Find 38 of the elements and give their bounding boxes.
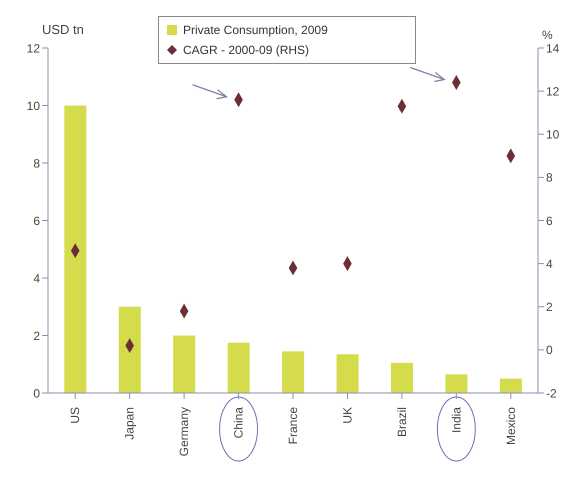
bar — [500, 378, 522, 393]
bar — [118, 306, 141, 393]
y2-tick-label: 2 — [546, 300, 553, 314]
y2-tick-label: -2 — [546, 386, 557, 400]
y2-tick-label: 8 — [546, 170, 553, 185]
x-tick-label: US — [68, 407, 82, 424]
legend-label: CAGR - 2000-09 (RHS) — [183, 42, 310, 59]
y-tick-label: 2 — [33, 328, 40, 343]
y-tick-label: 6 — [33, 214, 40, 228]
x-tick-label: France — [286, 406, 300, 444]
bar — [445, 374, 468, 393]
y-tick-label: 0 — [33, 386, 40, 400]
y-axis-title: USD tn — [42, 22, 84, 37]
y-tick-label: 12 — [26, 41, 40, 56]
y-tick-label: 10 — [26, 98, 40, 113]
y-tick-label: 4 — [33, 271, 40, 286]
y-tick-label: 8 — [33, 156, 40, 170]
x-tick-label: UK — [340, 407, 354, 424]
x-tick-label: China — [232, 406, 246, 438]
bar — [64, 106, 86, 393]
x-tick-label: Mexico — [504, 406, 518, 446]
y2-tick-label: 10 — [546, 128, 560, 142]
x-tick-label: Japan — [122, 407, 137, 440]
y2-tick-label: 12 — [546, 84, 560, 98]
bar — [282, 351, 304, 393]
bar — [228, 342, 250, 393]
bar — [391, 362, 413, 393]
y2-axis-title: % — [542, 28, 553, 42]
y2-tick-label: 6 — [546, 214, 553, 228]
x-tick-label: India — [449, 406, 464, 434]
y2-tick-label: 0 — [546, 343, 553, 358]
x-tick-label: Germany — [177, 407, 192, 456]
x-tick-label: Brazil — [394, 407, 409, 438]
y2-tick-label: 4 — [546, 256, 553, 271]
legend-label: Private Consumption, 2009 — [183, 22, 328, 39]
y2-tick-label: 14 — [546, 41, 560, 56]
bar — [336, 354, 359, 393]
bar — [173, 336, 196, 393]
